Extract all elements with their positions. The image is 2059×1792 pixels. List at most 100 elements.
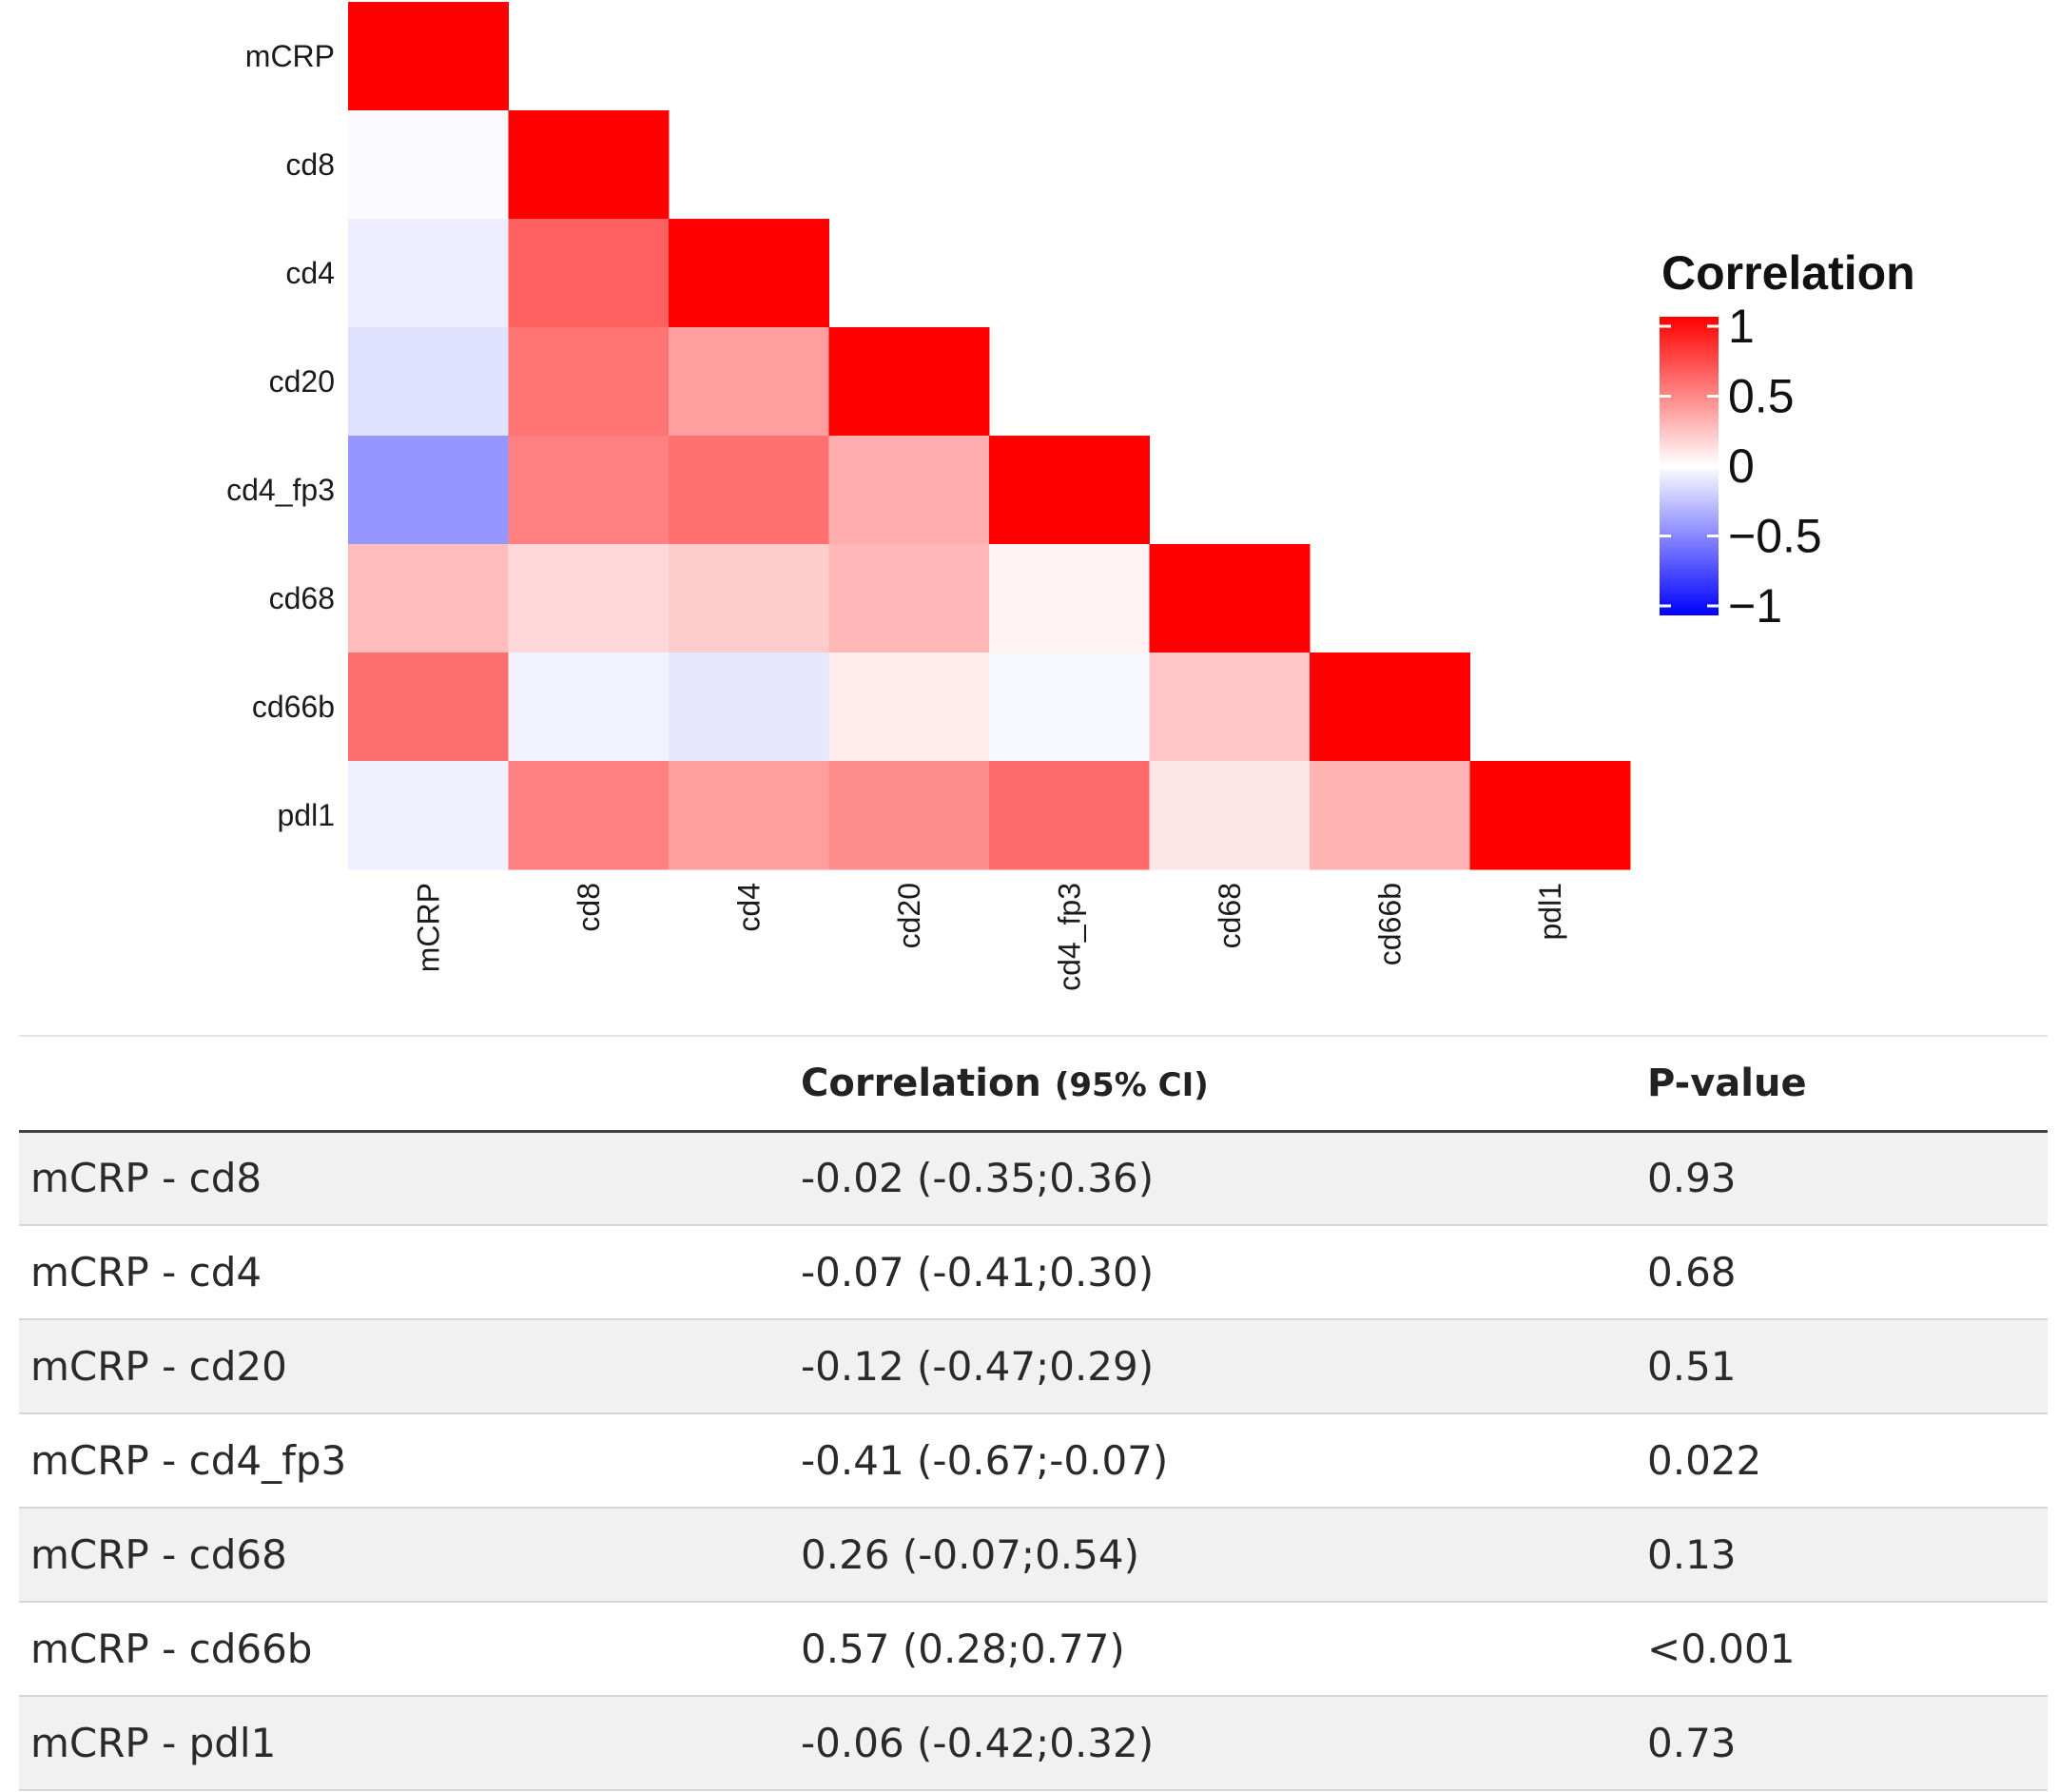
table-row: mCRP - cd8 -0.02 (-0.35;0.36) 0.93 xyxy=(19,1131,2048,1226)
row-p-value: 0.93 xyxy=(1647,1131,2048,1226)
heatmap-cell-pdl1-cd8 xyxy=(508,761,670,870)
row-correlation: 0.57 (0.28;0.77) xyxy=(801,1602,1647,1697)
legend-ticks: 1 0.5 0 −0.5 −1 xyxy=(1660,300,1822,633)
row-pair: mCRP - cd20 xyxy=(19,1319,801,1414)
row-correlation: -0.12 (-0.47;0.29) xyxy=(801,1319,1647,1414)
heatmap-cell-cd4_fp3-mCRP xyxy=(348,436,509,545)
heatmap-cell-cd68-cd20 xyxy=(828,544,990,653)
heatmap-cell-cd20-cd4 xyxy=(669,327,829,437)
row-correlation: 0.26 (-0.07;0.54) xyxy=(801,1508,1647,1603)
heatmap-cell-cd8-mCRP xyxy=(348,110,509,220)
x-tick-cd4: cd4 xyxy=(731,883,766,932)
heatmap-cell-cd66b-cd68 xyxy=(1149,653,1311,762)
heatmap-cell-cd66b-mCRP xyxy=(348,653,509,762)
heatmap-cell-cd66b-cd4 xyxy=(669,653,829,762)
heatmap-cell-pdl1-cd20 xyxy=(828,761,990,870)
row-pair: mCRP - cd66b xyxy=(19,1602,801,1697)
heatmap-cell-cd66b-cd4_fp3 xyxy=(989,653,1150,762)
heatmap-cell-cd4-mCRP xyxy=(348,219,509,328)
legend-label: −0.5 xyxy=(1728,510,1822,563)
legend-label: 1 xyxy=(1728,300,1755,353)
heatmap-cell-cd68-cd68 xyxy=(1149,544,1311,653)
legend-label: 0 xyxy=(1728,439,1755,493)
row-p-value: 0.022 xyxy=(1647,1413,2048,1509)
row-p-value: 0.68 xyxy=(1647,1225,2048,1320)
table-row: mCRP - cd66b 0.57 (0.28;0.77) <0.001 xyxy=(19,1602,2048,1697)
table-row: mCRP - cd68 0.26 (-0.07;0.54) 0.13 xyxy=(19,1508,2048,1603)
table-header: Correlation (95% CI) P-value xyxy=(19,1035,2048,1133)
heatmap-cell-cd4-cd8 xyxy=(508,219,670,328)
y-tick-pdl1: pdl1 xyxy=(278,798,336,832)
x-axis-tick-labels: mCRP cd8 cd4 cd20 cd4_fp3 cd68 cd66b pdl1 xyxy=(411,883,1567,991)
heatmap-cell-cd66b-cd66b xyxy=(1310,653,1470,762)
correlation-table-grid: Correlation (95% CI) P-value mCRP - cd8 … xyxy=(19,1035,2048,1791)
header-correlation: Correlation (95% CI) xyxy=(801,1035,1647,1133)
heatmap-cell-cd4_fp3-cd20 xyxy=(828,436,990,545)
color-legend: Correlation 1 0.5 0 −0.5 −1 xyxy=(1660,246,1915,633)
table-header-row: Correlation (95% CI) P-value xyxy=(19,1035,2048,1133)
y-tick-cd66b: cd66b xyxy=(252,690,335,724)
y-tick-cd8: cd8 xyxy=(285,147,335,182)
correlation-table: Correlation (95% CI) P-value mCRP - cd8 … xyxy=(19,1035,2048,1791)
heatmap-cell-cd8-cd8 xyxy=(508,110,670,220)
header-correlation-label: Correlation xyxy=(801,1061,1041,1105)
y-tick-cd20: cd20 xyxy=(269,364,335,399)
row-pair: mCRP - pdl1 xyxy=(19,1696,801,1791)
row-correlation: -0.02 (-0.35;0.36) xyxy=(801,1131,1647,1226)
row-pair: mCRP - cd4 xyxy=(19,1225,801,1320)
table-row: mCRP - cd4_fp3 -0.41 (-0.67;-0.07) 0.022 xyxy=(19,1413,2048,1509)
table-row: mCRP - cd4 -0.07 (-0.41;0.30) 0.68 xyxy=(19,1225,2048,1320)
heatmap-cell-cd4_fp3-cd4 xyxy=(669,436,829,545)
heatmap-cell-cd68-cd4_fp3 xyxy=(989,544,1150,653)
heatmap-cell-mCRP-mCRP xyxy=(348,2,509,111)
table-body: mCRP - cd8 -0.02 (-0.35;0.36) 0.93 mCRP … xyxy=(19,1131,2048,1791)
heatmap-cell-pdl1-cd66b xyxy=(1310,761,1470,870)
table-row: mCRP - pdl1 -0.06 (-0.42;0.32) 0.73 xyxy=(19,1696,2048,1791)
heatmap-cell-cd20-cd8 xyxy=(508,327,670,437)
y-axis-tick-labels: mCRP cd8 cd4 cd20 cd4_fp3 cd68 cd66b pdl1 xyxy=(226,39,335,832)
row-p-value: 0.73 xyxy=(1647,1696,2048,1791)
x-tick-mCRP: mCRP xyxy=(411,883,445,972)
heatmap-cells xyxy=(348,2,1631,870)
x-tick-cd20: cd20 xyxy=(892,883,926,948)
legend-label: −1 xyxy=(1728,579,1782,633)
legend-title: Correlation xyxy=(1661,246,1915,300)
row-pair: mCRP - cd8 xyxy=(19,1131,801,1226)
x-tick-cd68: cd68 xyxy=(1213,883,1247,948)
heatmap-cell-cd4_fp3-cd8 xyxy=(508,436,670,545)
y-tick-mCRP: mCRP xyxy=(245,39,335,73)
heatmap-cell-cd68-cd4 xyxy=(669,544,829,653)
heatmap-cell-cd66b-cd8 xyxy=(508,653,670,762)
row-correlation: -0.06 (-0.42;0.32) xyxy=(801,1696,1647,1791)
header-pair xyxy=(19,1035,801,1133)
heatmap-cell-cd4_fp3-cd4_fp3 xyxy=(989,436,1150,545)
heatmap-cell-cd68-cd8 xyxy=(508,544,670,653)
legend-label: 0.5 xyxy=(1728,370,1795,423)
heatmap-cell-cd20-cd20 xyxy=(828,327,990,437)
row-pair: mCRP - cd4_fp3 xyxy=(19,1413,801,1509)
heatmap-cell-cd20-mCRP xyxy=(348,327,509,437)
heatmap-cell-cd68-mCRP xyxy=(348,544,509,653)
row-correlation: -0.41 (-0.67;-0.07) xyxy=(801,1413,1647,1509)
heatmap-cell-pdl1-cd4_fp3 xyxy=(989,761,1150,870)
x-tick-cd66b: cd66b xyxy=(1372,883,1407,965)
row-p-value: 0.51 xyxy=(1647,1319,2048,1414)
heatmap-cell-pdl1-cd68 xyxy=(1149,761,1311,870)
y-tick-cd4_fp3: cd4_fp3 xyxy=(226,473,335,507)
x-tick-pdl1: pdl1 xyxy=(1533,883,1567,941)
header-p-value: P-value xyxy=(1647,1035,2048,1133)
table-row: mCRP - cd20 -0.12 (-0.47;0.29) 0.51 xyxy=(19,1319,2048,1414)
header-ci-label: (95% CI) xyxy=(1054,1065,1209,1104)
heatmap-cell-pdl1-mCRP xyxy=(348,761,509,870)
heatmap-cell-cd66b-cd20 xyxy=(828,653,990,762)
x-tick-cd4_fp3: cd4_fp3 xyxy=(1052,883,1086,991)
heatmap-cell-cd4-cd4 xyxy=(669,219,829,328)
row-p-value: 0.13 xyxy=(1647,1508,2048,1603)
y-tick-cd4: cd4 xyxy=(285,256,335,290)
row-correlation: -0.07 (-0.41;0.30) xyxy=(801,1225,1647,1320)
y-tick-cd68: cd68 xyxy=(269,581,335,615)
row-p-value: <0.001 xyxy=(1647,1602,2048,1697)
heatmap-cell-pdl1-pdl1 xyxy=(1469,761,1631,870)
row-pair: mCRP - cd68 xyxy=(19,1508,801,1603)
heatmap-cell-pdl1-cd4 xyxy=(669,761,829,870)
